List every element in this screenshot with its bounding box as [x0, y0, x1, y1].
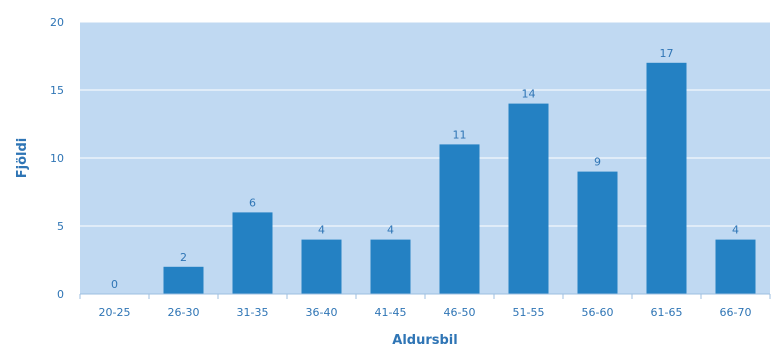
x-tick-label: 66-70	[720, 306, 752, 319]
data-label: 4	[387, 224, 394, 237]
x-tick-label: 41-45	[375, 306, 407, 319]
data-label: 2	[180, 251, 187, 264]
bar-series	[163, 62, 756, 294]
data-label: 9	[594, 156, 601, 169]
y-axis-title: Fjöldi	[15, 138, 30, 179]
bar	[439, 144, 480, 294]
data-labels: 0 2 6 4 4 11 14 9 17 4	[111, 47, 739, 291]
y-tick-label: 10	[50, 152, 64, 165]
x-axis-ticks: 20-25 26-30 31-35 36-40 41-45 46-50 51-55 56-60…	[79, 294, 771, 319]
x-tick-label: 51-55	[513, 306, 545, 319]
bar	[163, 266, 204, 294]
data-label: 11	[453, 128, 467, 141]
y-tick-label: 5	[57, 220, 64, 233]
data-label: 4	[732, 224, 739, 237]
x-tick-label: 61-65	[651, 306, 683, 319]
data-label: 6	[249, 196, 256, 209]
bar	[715, 239, 756, 294]
x-tick-label: 20-25	[99, 306, 131, 319]
y-tick-label: 20	[50, 16, 64, 29]
y-axis-ticks: 0 5 10 15 20	[50, 16, 64, 301]
y-tick-label: 0	[57, 288, 64, 301]
bar	[232, 212, 273, 294]
bar	[301, 239, 342, 294]
x-tick-label: 31-35	[237, 306, 269, 319]
x-axis-title: Aldursbil	[392, 333, 457, 348]
x-tick-label: 46-50	[444, 306, 476, 319]
x-tick-label: 56-60	[582, 306, 614, 319]
data-label: 14	[522, 88, 536, 101]
bar	[508, 103, 549, 294]
bar	[577, 171, 618, 294]
x-tick-label: 36-40	[306, 306, 338, 319]
data-label: 4	[318, 224, 325, 237]
x-tick-label: 26-30	[168, 306, 200, 319]
bar	[646, 62, 687, 294]
y-tick-label: 15	[50, 84, 64, 97]
data-label: 0	[111, 278, 118, 291]
data-label: 17	[660, 47, 674, 60]
bar	[370, 239, 411, 294]
